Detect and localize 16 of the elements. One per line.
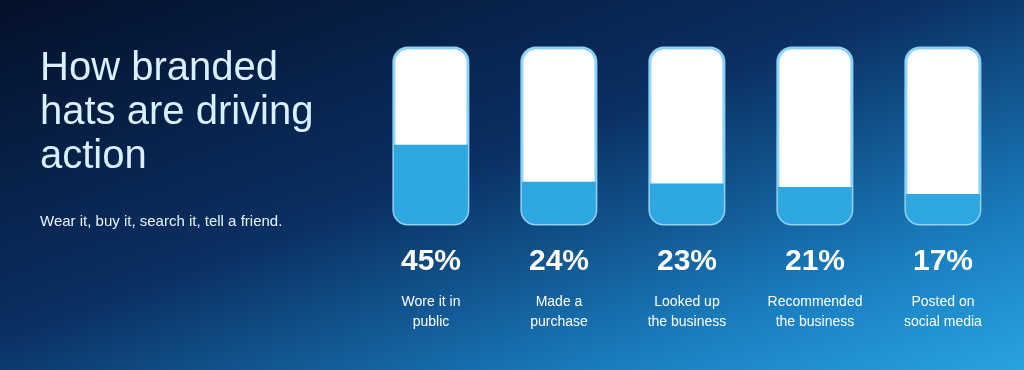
bar	[777, 187, 852, 224]
data-label: 45%	[400, 243, 462, 276]
x-tick-label: Made a purchase	[530, 293, 589, 329]
x-tick-label: Wore it in public	[401, 293, 461, 329]
bar	[521, 181, 596, 224]
text: How branded hats are driving action	[40, 44, 315, 176]
bar	[649, 183, 724, 224]
data-label: 21%	[784, 243, 846, 276]
text: Wear it, buy it, search it, tell a friend.	[40, 212, 284, 229]
data-label: 17%	[912, 243, 974, 276]
data-label: 23%	[656, 243, 718, 276]
data-label: 24%	[528, 243, 590, 276]
x-tick-label: Posted on social media	[904, 293, 983, 329]
x-tick-label: Recommended the business	[767, 293, 863, 329]
bar	[905, 194, 980, 224]
x-tick-label: Looked up the business	[647, 293, 727, 329]
